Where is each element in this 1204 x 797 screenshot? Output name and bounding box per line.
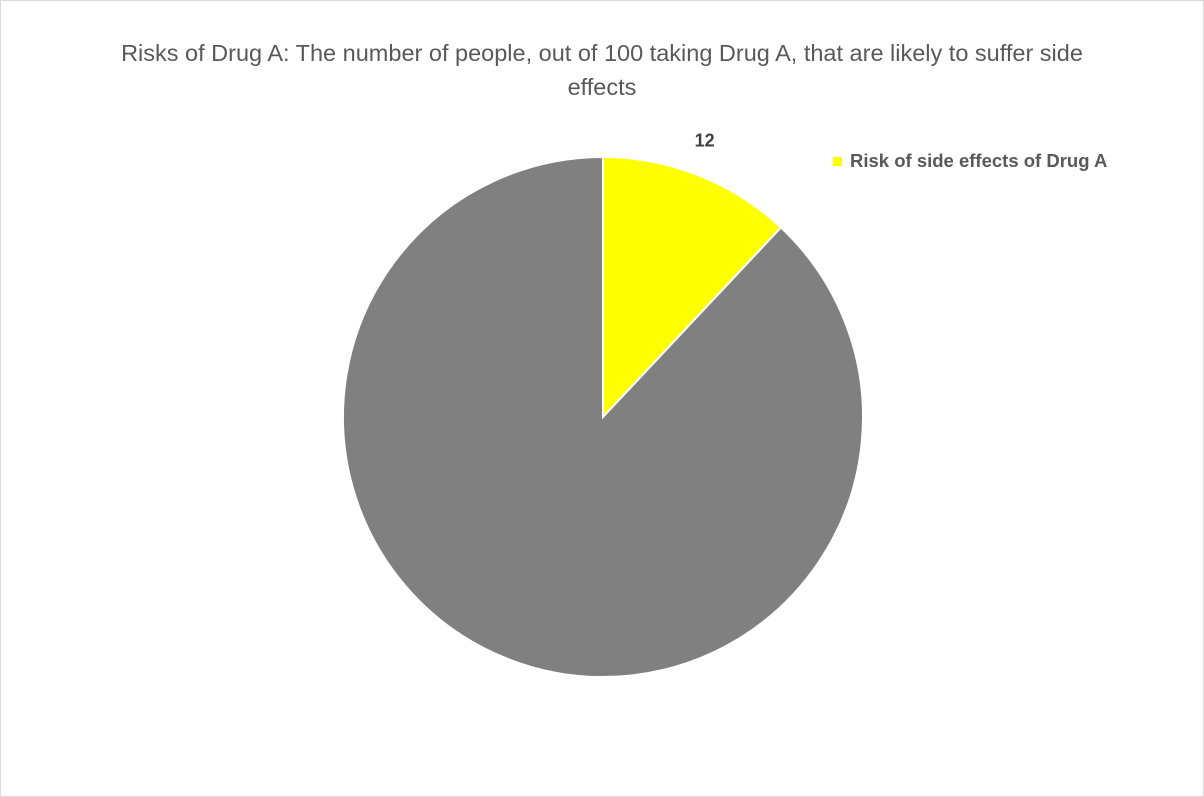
legend-label: Risk of side effects of Drug A — [850, 150, 1108, 171]
legend: Risk of side effects of Drug A — [833, 150, 1107, 172]
pie-slice-0 — [602, 155, 783, 420]
legend-swatch — [833, 156, 842, 166]
pie-slice-1 — [342, 155, 864, 678]
data-label-0: 12 — [695, 130, 715, 150]
chart-title: Risks of Drug A: The number of people, o… — [121, 40, 1083, 100]
